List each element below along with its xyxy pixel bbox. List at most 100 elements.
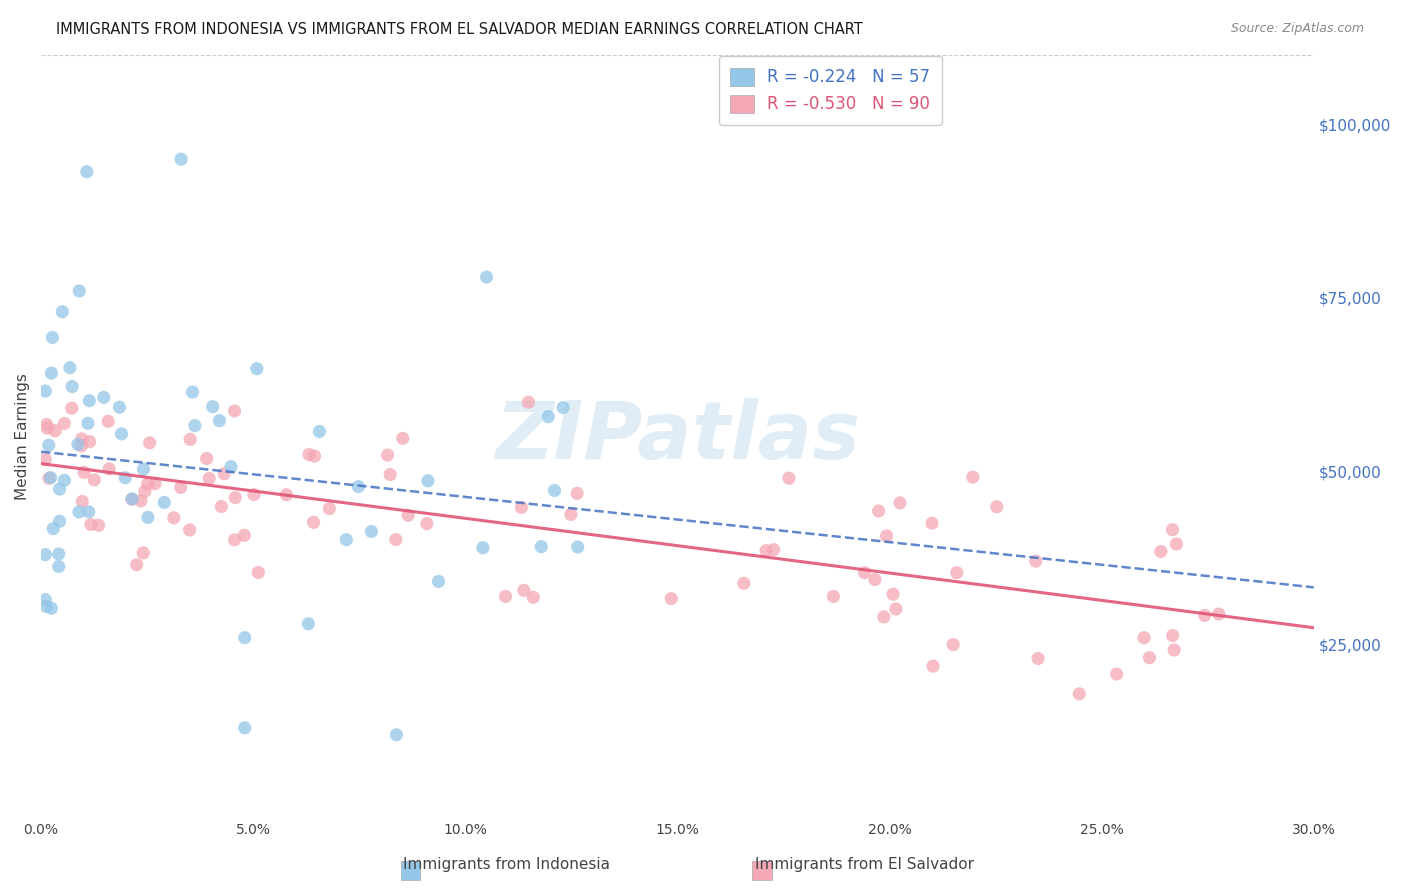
Point (922, 659, 945, 673)
Point (48, 514, 70, 528)
Point (1208, 607, 1230, 621)
Point (208, 414, 231, 428)
Point (195, 451, 218, 466)
Point (495, 590, 517, 604)
Point (884, 602, 907, 616)
Point (129, 494, 152, 508)
Point (67, 505, 90, 519)
Point (873, 610, 896, 624)
Point (83, 473, 105, 487)
Point (962, 470, 984, 484)
Point (163, 511, 186, 525)
Point (1161, 523, 1184, 537)
Point (170, 152, 193, 166)
Point (34, 592, 56, 607)
Point (136, 510, 159, 524)
Point (391, 431, 413, 445)
Point (70, 439, 93, 453)
Point (302, 516, 325, 530)
Point (868, 504, 890, 518)
Point (942, 638, 965, 652)
Point (233, 721, 256, 735)
Point (134, 484, 156, 499)
Point (246, 361, 269, 376)
Point (143, 476, 166, 491)
Point (132, 546, 155, 560)
Point (53, 474, 76, 488)
Point (98, 462, 121, 476)
Text: Immigrants from Indonesia: Immigrants from Indonesia (402, 857, 610, 872)
Point (755, 543, 778, 558)
Point (179, 433, 201, 447)
Point (377, 448, 399, 462)
Point (181, 385, 204, 400)
Point (60, 401, 83, 416)
Point (863, 573, 886, 587)
Point (44, 424, 66, 438)
Point (778, 471, 800, 485)
Y-axis label: Median Earnings: Median Earnings (15, 373, 30, 500)
Point (1150, 544, 1173, 558)
Point (471, 541, 494, 555)
Point (41, 330, 63, 344)
Point (510, 500, 533, 515)
Point (66, 437, 89, 451)
Point (219, 459, 242, 474)
Point (51, 304, 73, 318)
Point (67, 284, 90, 298)
Point (1026, 651, 1049, 665)
Point (565, 486, 588, 500)
Point (297, 616, 319, 631)
Point (34, 548, 56, 562)
Point (298, 448, 321, 462)
Point (522, 591, 544, 605)
Point (93, 390, 115, 404)
Point (138, 435, 160, 450)
Point (224, 404, 246, 418)
Point (79, 393, 101, 408)
Point (48, 482, 70, 496)
Point (38, 471, 60, 485)
Point (41, 366, 63, 380)
Point (945, 566, 967, 580)
Point (38, 438, 60, 452)
Point (1139, 650, 1161, 665)
Point (34, 384, 56, 398)
Point (212, 467, 235, 481)
Point (233, 631, 256, 645)
Point (882, 587, 904, 601)
Point (308, 425, 330, 439)
Point (198, 471, 221, 485)
Point (77, 417, 100, 431)
Point (276, 488, 298, 502)
Point (1105, 667, 1128, 681)
Point (360, 524, 382, 539)
Point (179, 523, 201, 537)
Point (233, 528, 256, 542)
Point (243, 487, 266, 501)
Point (121, 492, 143, 507)
Point (34, 452, 56, 467)
Point (567, 540, 589, 554)
Point (170, 480, 193, 494)
Point (184, 418, 207, 433)
Point (247, 566, 270, 580)
Point (517, 395, 540, 409)
Point (209, 500, 232, 514)
Point (513, 583, 536, 598)
Point (72, 494, 94, 508)
Point (347, 479, 370, 493)
Text: IMMIGRANTS FROM INDONESIA VS IMMIGRANTS FROM EL SALVADOR MEDIAN EARNINGS CORRELA: IMMIGRANTS FROM INDONESIA VS IMMIGRANTS … (56, 22, 863, 37)
Point (530, 540, 553, 554)
Point (48, 547, 70, 561)
Point (733, 576, 755, 591)
Point (1025, 554, 1047, 568)
Point (762, 542, 785, 557)
Point (125, 558, 148, 572)
Point (48, 559, 70, 574)
Point (543, 483, 565, 498)
Point (108, 400, 131, 414)
Point (224, 533, 246, 547)
Point (35, 599, 58, 614)
Point (1163, 643, 1185, 657)
